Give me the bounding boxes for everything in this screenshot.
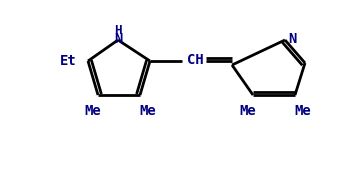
Text: N: N — [114, 32, 122, 46]
Text: CH: CH — [187, 53, 203, 67]
Text: Et: Et — [60, 54, 76, 68]
Text: Me: Me — [140, 104, 156, 118]
Text: Me: Me — [295, 104, 311, 118]
Text: H: H — [114, 25, 122, 38]
Text: N: N — [288, 32, 296, 46]
Text: Me: Me — [85, 104, 101, 118]
Text: Me: Me — [240, 104, 256, 118]
